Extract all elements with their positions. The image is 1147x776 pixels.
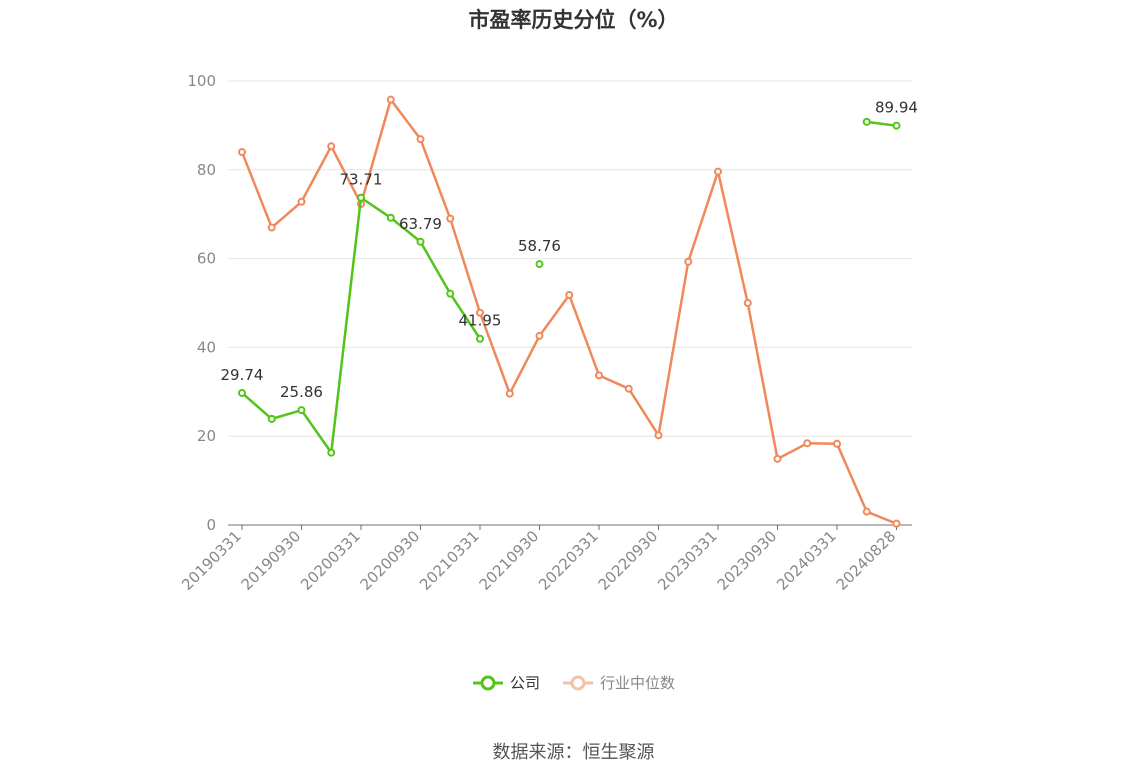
y-tick-label: 0 [206,516,216,534]
data-point [238,148,246,157]
data-label: 73.71 [340,171,383,189]
chart-title: 市盈率历史分位（%） [468,8,679,32]
data-point [773,454,782,463]
data-point [803,439,812,448]
data-point [624,384,633,393]
legend-industry-label: 行业中位数 [600,674,676,692]
data-label: 58.76 [518,237,561,255]
data-point [386,213,395,222]
data-point [862,507,871,516]
data-point [446,289,455,298]
data-point [476,334,484,343]
data-point [357,193,365,202]
x-tick-label: 20190930 [238,527,305,594]
x-tick-label: 20240828 [833,527,900,594]
series-line-segment [866,120,897,127]
data-point [297,197,306,206]
data-point [684,257,693,266]
data-point [714,167,722,176]
data-label: 41.95 [459,312,502,330]
legend-company-label: 公司 [509,674,540,692]
x-tick-label: 20220930 [595,527,662,594]
legend-industry-icon [563,675,593,690]
y-tick-label: 40 [197,338,216,356]
legend-company-icon [472,675,503,690]
data-point [446,214,455,223]
data-point [505,389,514,398]
y-tick-label: 100 [187,72,216,90]
series-layer [238,95,901,528]
data-point [267,414,276,423]
data-point [386,95,395,104]
data-point [267,223,276,232]
data-point [476,308,484,317]
y-tick-label: 80 [197,161,216,179]
data-point [327,142,336,151]
data-point [833,439,841,448]
data-point [654,431,663,440]
data-point [743,299,752,307]
x-tick-label: 20200331 [297,527,364,594]
data-point [565,291,574,300]
data-point [892,519,901,528]
data-point [416,135,425,144]
x-tick-label: 20240331 [773,527,840,594]
legend: 公司 行业中位数 [0,672,1147,693]
y-axis: 0 20 40 60 80 100 [187,72,216,534]
data-label: 29.74 [221,366,264,384]
grid-lines [228,80,912,437]
x-tick-label: 20230331 [654,527,721,594]
data-point [416,237,425,246]
y-tick-label: 20 [197,427,216,445]
x-tick-label: 20200930 [357,527,424,594]
legend-item-company[interactable]: 公司 [472,672,540,693]
data-point [327,448,336,457]
legend-item-industry-median[interactable]: 行业中位数 [562,672,675,693]
data-label-layer: 29.74 25.86 73.71 63.79 41.95 58.76 89.94 [221,99,918,402]
data-label: 63.79 [399,215,442,233]
series-line-segment [241,196,482,454]
data-point [238,388,246,397]
y-tick-label: 60 [197,250,216,268]
x-tick-label: 20220331 [535,527,602,594]
data-point [595,371,603,380]
x-tick-label: 20210331 [416,527,483,594]
x-tick-label: 20230930 [714,527,781,594]
data-source: 数据来源：恒生聚源 [492,742,655,763]
x-axis: 2019033120190930202003312020093020210331… [178,524,912,594]
data-label: 25.86 [280,383,323,401]
series-line-segment [240,98,897,525]
series-company [238,117,901,457]
data-point [892,121,901,130]
data-point [297,406,306,415]
data-label: 89.94 [875,99,918,117]
data-point [535,260,544,269]
x-tick-label: 20210930 [476,527,543,594]
series-industry-median [238,95,901,528]
data-point [862,117,871,126]
data-point [535,331,544,340]
x-tick-label: 20190331 [178,527,245,594]
